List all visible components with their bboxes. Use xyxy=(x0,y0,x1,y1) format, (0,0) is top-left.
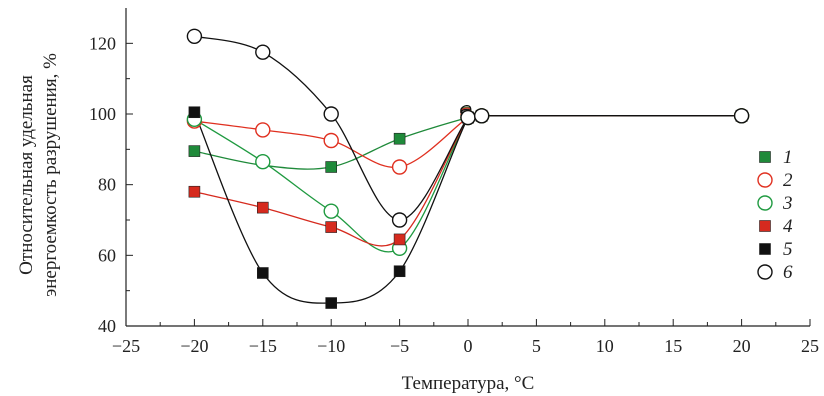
legend-label-5: 5 xyxy=(783,239,793,260)
y-axis-label: Относительная удельная энергоемкость раз… xyxy=(16,53,61,297)
x-axis-label: Температура, °C xyxy=(402,373,535,394)
x-tick-label: 15 xyxy=(664,336,682,356)
legend-marker-5 xyxy=(759,243,771,255)
y-tick-label: 60 xyxy=(98,245,116,265)
series-5-point xyxy=(393,265,406,278)
series-4-point xyxy=(393,233,406,246)
series-group xyxy=(186,28,750,309)
series-3-point xyxy=(323,203,339,219)
legend-label-4: 4 xyxy=(783,216,793,237)
y-tick-label: 40 xyxy=(98,316,116,336)
series-6-point xyxy=(733,108,750,124)
y-tick-label: 80 xyxy=(98,175,116,195)
legend-marker-3 xyxy=(757,195,773,211)
x-tick-label: −25 xyxy=(112,336,140,356)
series-1-point xyxy=(393,132,406,145)
series-5-point xyxy=(325,297,338,309)
x-tick-label: 10 xyxy=(596,336,614,356)
x-tick-label: 5 xyxy=(532,336,541,356)
legend-marker-4 xyxy=(759,220,771,232)
legend-label-6: 6 xyxy=(783,262,793,283)
x-tick-label: −10 xyxy=(317,336,345,356)
legend-marker-6 xyxy=(757,264,773,280)
legend-marker-1 xyxy=(759,151,771,163)
series-2-point xyxy=(323,132,339,149)
series-6-point xyxy=(460,109,476,126)
series-2-point xyxy=(391,159,408,175)
y-ticks: 40 60 80 100 120 xyxy=(89,33,133,336)
y-axis-label-line-2: энергоемкость разрушения, % xyxy=(40,53,61,297)
x-tick-label: 0 xyxy=(464,336,473,356)
y-tick-label: 100 xyxy=(89,104,116,124)
axes xyxy=(125,8,810,327)
legend-marker-2 xyxy=(757,172,773,188)
y-tick-label: 120 xyxy=(89,33,116,53)
x-tick-label: 20 xyxy=(733,336,751,356)
series-1-point xyxy=(325,161,338,173)
series-6-point xyxy=(255,44,271,60)
series-4-point xyxy=(256,201,269,214)
series-6-point xyxy=(391,212,408,228)
x-tick-label: −15 xyxy=(249,336,277,356)
series-2-point xyxy=(255,122,271,138)
series-3-point xyxy=(255,153,271,170)
y-axis-label-line-1: Относительная удельная xyxy=(16,75,37,275)
x-tick-label: 25 xyxy=(801,336,819,356)
series-5-point xyxy=(256,267,269,279)
series-5-line xyxy=(193,104,742,304)
series-4-line xyxy=(194,107,742,247)
series-6-line xyxy=(194,35,742,221)
series-3-line xyxy=(194,106,742,253)
series-4-point xyxy=(325,221,338,233)
x-tick-label: −20 xyxy=(180,336,208,356)
series-6-point xyxy=(473,108,490,124)
x-tick-label: −5 xyxy=(390,336,409,356)
series-5-point xyxy=(188,106,201,119)
legend-label-1: 1 xyxy=(783,147,793,168)
series-1-point xyxy=(188,145,201,157)
series-6-point xyxy=(323,106,339,122)
series-6-point xyxy=(186,28,203,44)
legend-label-3: 3 xyxy=(782,193,793,214)
x-ticks: −25 −20 −15 −10 −5 0 5 10 15 20 25 xyxy=(112,319,819,356)
series-4-point xyxy=(188,185,201,198)
legend-label-2: 2 xyxy=(783,170,793,191)
